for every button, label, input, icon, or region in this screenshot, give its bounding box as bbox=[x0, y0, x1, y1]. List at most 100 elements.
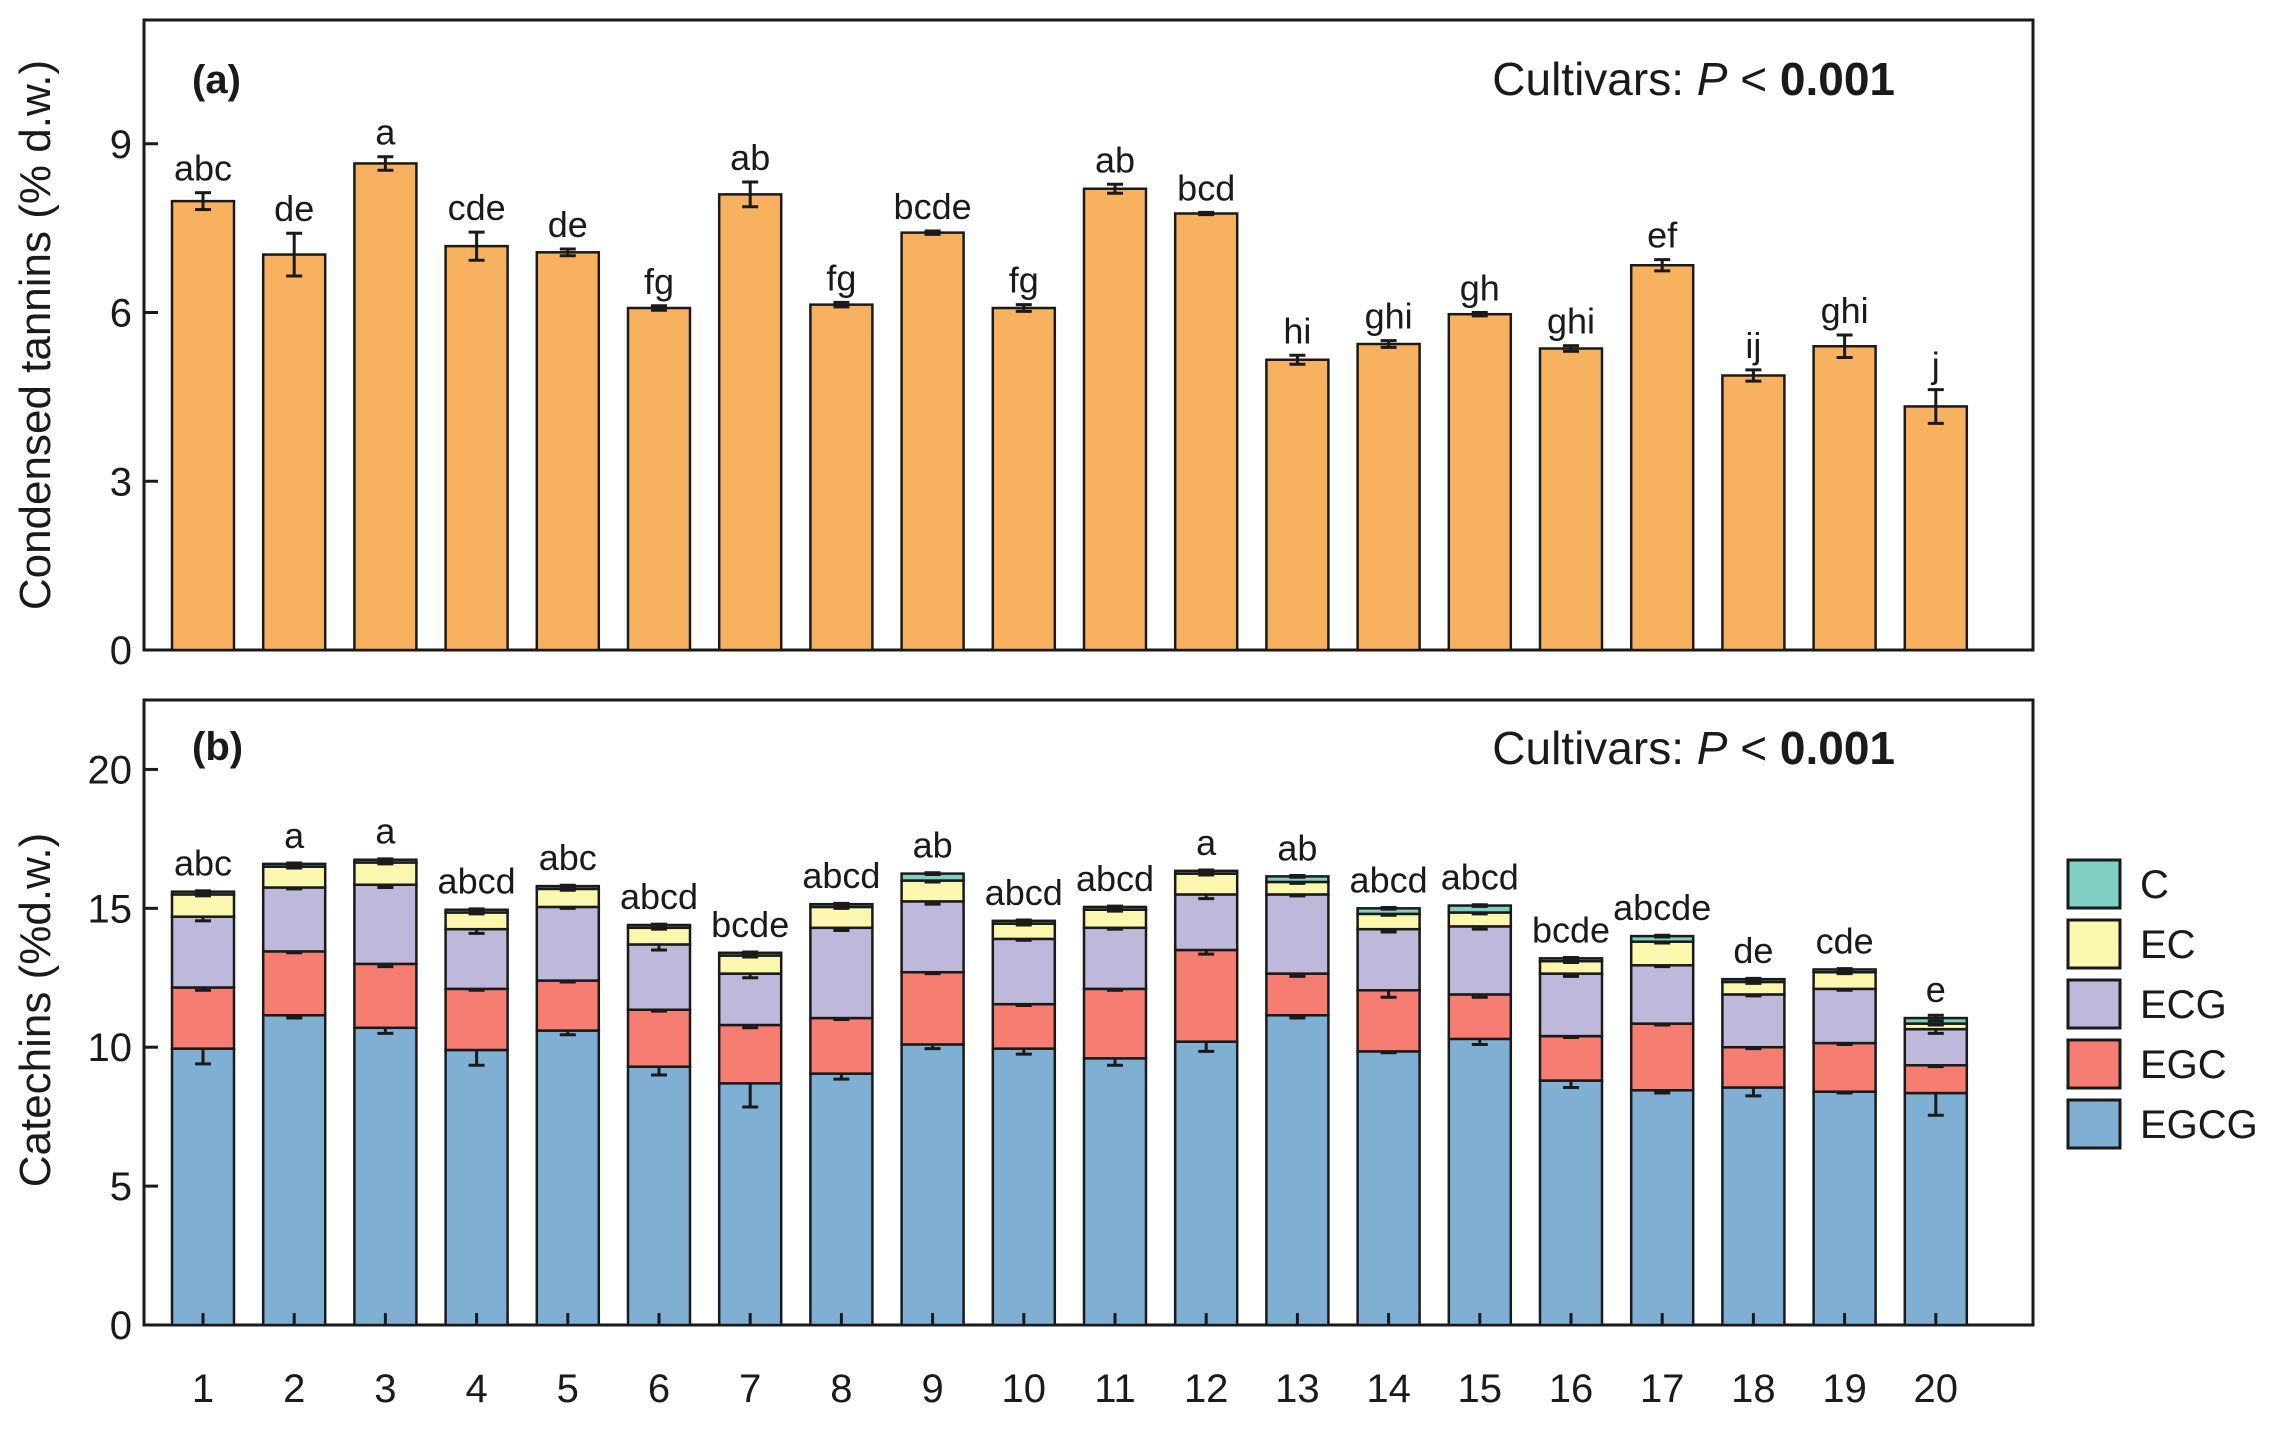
panel-b-bar-14-ECG bbox=[1356, 927, 1421, 992]
panel-b-letter-5: abc bbox=[539, 837, 597, 878]
panel-a-letter-19: ghi bbox=[1821, 290, 1869, 331]
panel-b-bar-13-EGC bbox=[1265, 972, 1330, 1017]
panel-b-bar-12-ECG bbox=[1173, 893, 1239, 952]
panel-a-letter-5: de bbox=[548, 204, 588, 245]
panel-b-letter-18: de bbox=[1733, 930, 1773, 971]
panel-b-y-tick-label: 5 bbox=[110, 1165, 132, 1209]
panel-b-bar-17-EC bbox=[1629, 940, 1695, 967]
panel-b-bar-12-EC bbox=[1173, 872, 1239, 896]
panel-b-bar-10-ECG bbox=[991, 937, 1057, 1006]
x-tick-label-6: 6 bbox=[648, 1367, 670, 1411]
x-tick-label-18: 18 bbox=[1731, 1367, 1776, 1411]
panel-b-bar-2-ECG bbox=[261, 886, 327, 953]
panel-b-sig-prefix: Cultivars: bbox=[1492, 722, 1696, 774]
panel-b-bar-2-EGCG bbox=[261, 1014, 327, 1327]
panel-b-letter-15: abcd bbox=[1441, 857, 1519, 898]
panel-b-bar-6-EGCG bbox=[626, 1065, 692, 1327]
panel-b-bar-11-ECG bbox=[1082, 926, 1148, 991]
panel-b-bar-9-ECG bbox=[900, 900, 965, 974]
panel-b-sig-bold: 0.001 bbox=[1780, 722, 1895, 774]
x-tick-label-15: 15 bbox=[1458, 1367, 1503, 1411]
panel-a-letter-17: ef bbox=[1647, 215, 1678, 256]
panel-a-bar-5 bbox=[535, 251, 601, 652]
legend-swatch-C bbox=[2066, 858, 2122, 910]
panel-b-bar-3-EGCG bbox=[353, 1026, 418, 1327]
panel-b-letter-13: ab bbox=[1277, 827, 1317, 868]
panel-a-bar-13 bbox=[1265, 358, 1330, 652]
panel-b: Catechins (%d.w.) (b) Cultivars: P < 0.0… bbox=[11, 698, 2035, 1411]
legend-swatch-EGCG bbox=[2066, 1098, 2122, 1150]
panel-b-bar-8-EGCG bbox=[809, 1072, 874, 1327]
panel-a-letter-12: bcd bbox=[1177, 167, 1235, 208]
panel-a-bar-18 bbox=[1721, 374, 1786, 652]
legend-label-C: C bbox=[2140, 863, 2169, 907]
panel-a-y-tick-label: 6 bbox=[110, 292, 132, 336]
panel-b-y-tick-label: 20 bbox=[88, 748, 133, 792]
legend-swatch-EGC bbox=[2066, 1038, 2122, 1090]
panel-b-bar-6-EGC bbox=[626, 1008, 692, 1068]
x-tick-label-14: 14 bbox=[1366, 1367, 1411, 1411]
panel-b-bar-16-EGCG bbox=[1538, 1079, 1604, 1327]
panel-b-bar-4-ECG bbox=[444, 927, 509, 991]
x-tick-label-16: 16 bbox=[1549, 1367, 1594, 1411]
x-tick-label-3: 3 bbox=[374, 1367, 396, 1411]
legend-swatch-EC bbox=[2066, 918, 2122, 970]
panel-b-sig-italic: P bbox=[1697, 722, 1728, 774]
panel-a-bar-9 bbox=[900, 231, 965, 652]
panel-a-bar-7 bbox=[717, 193, 783, 652]
panel-a-bar-14 bbox=[1356, 342, 1421, 652]
panel-a-letter-9: bcde bbox=[894, 186, 972, 227]
panel-a-letter-8: fg bbox=[826, 257, 856, 298]
panel-a-bar-3 bbox=[353, 162, 418, 652]
x-tick-label-4: 4 bbox=[465, 1367, 487, 1411]
panel-b-letter-9: ab bbox=[913, 825, 953, 866]
panel-b-letter-7: bcde bbox=[711, 904, 789, 945]
x-tick-label-11: 11 bbox=[1094, 1367, 1136, 1411]
panel-b-letter-11: abcd bbox=[1076, 858, 1154, 899]
panel-b-bar-14-EGC bbox=[1356, 989, 1421, 1053]
panel-b-bar-11-EGC bbox=[1082, 987, 1148, 1060]
panel-a-bar-16 bbox=[1538, 347, 1604, 652]
panel-b-bar-9-EC bbox=[900, 879, 965, 903]
legend-label-EC: EC bbox=[2140, 923, 2196, 967]
panel-b-bar-2-EGC bbox=[261, 950, 327, 1017]
panel-b-bar-11-EGCG bbox=[1082, 1057, 1148, 1327]
panel-a-bar-19 bbox=[1812, 345, 1877, 652]
panel-a-bar-10 bbox=[991, 306, 1057, 652]
panel-a-sig-prefix: Cultivars: bbox=[1492, 53, 1696, 105]
panel-b-bar-3-EC bbox=[353, 861, 418, 886]
panel-b-bar-9-EGC bbox=[900, 970, 965, 1046]
panel-b-bar-16-EGC bbox=[1538, 1034, 1604, 1082]
panel-b-bar-15-EGC bbox=[1447, 993, 1513, 1041]
panel-b-y-tick-label: 0 bbox=[110, 1304, 132, 1348]
panel-b-letter-17: abcde bbox=[1613, 887, 1711, 928]
panel-a-letter-20: j bbox=[1931, 345, 1940, 386]
panel-b-y-tick-label: 10 bbox=[88, 1026, 133, 1070]
panel-b-bar-6-ECG bbox=[626, 943, 692, 1011]
panel-a-y-axis: 0 3 6 9 bbox=[110, 123, 158, 673]
panel-b-bar-1-ECG bbox=[170, 915, 236, 989]
panel-b-bar-8-EC bbox=[809, 905, 874, 930]
x-tick-label-19: 19 bbox=[1822, 1367, 1867, 1411]
panel-b-bar-17-EGC bbox=[1629, 1022, 1695, 1092]
panel-a-bar-17 bbox=[1629, 264, 1695, 652]
panel-b-bar-18-EGCG bbox=[1721, 1086, 1786, 1327]
panel-a-letter-14: ghi bbox=[1365, 296, 1413, 337]
panel-b-bar-19-EGC bbox=[1812, 1041, 1877, 1093]
panel-b-significance-text: Cultivars: P < 0.001 bbox=[1492, 722, 1895, 774]
x-tick-label-9: 9 bbox=[921, 1367, 943, 1411]
panel-b-bar-3-EGC bbox=[353, 962, 418, 1030]
panel-a-letter-13: hi bbox=[1283, 310, 1311, 351]
panel-b-bar-18-EGC bbox=[1721, 1045, 1786, 1089]
panel-a-letter-3: a bbox=[375, 112, 396, 153]
panel-a-letter-16: ghi bbox=[1547, 301, 1595, 342]
panel-a-letter-15: gh bbox=[1460, 268, 1500, 309]
panel-b-bar-4-EGCG bbox=[444, 1048, 509, 1327]
panel-b-x-axis: 1 2 3 4 5 6 7 8 9 10 11 12 13 14 15 16 17 18 19 20 bbox=[192, 1313, 1958, 1411]
legend: C EC ECG EGC EGCG bbox=[2066, 858, 2258, 1150]
panel-b-bar-9-EGCG bbox=[900, 1043, 965, 1327]
panel-b-bar-20-EGCG bbox=[1903, 1091, 1969, 1327]
x-tick-label-10: 10 bbox=[1002, 1367, 1047, 1411]
panel-b-bars bbox=[170, 857, 1969, 1327]
